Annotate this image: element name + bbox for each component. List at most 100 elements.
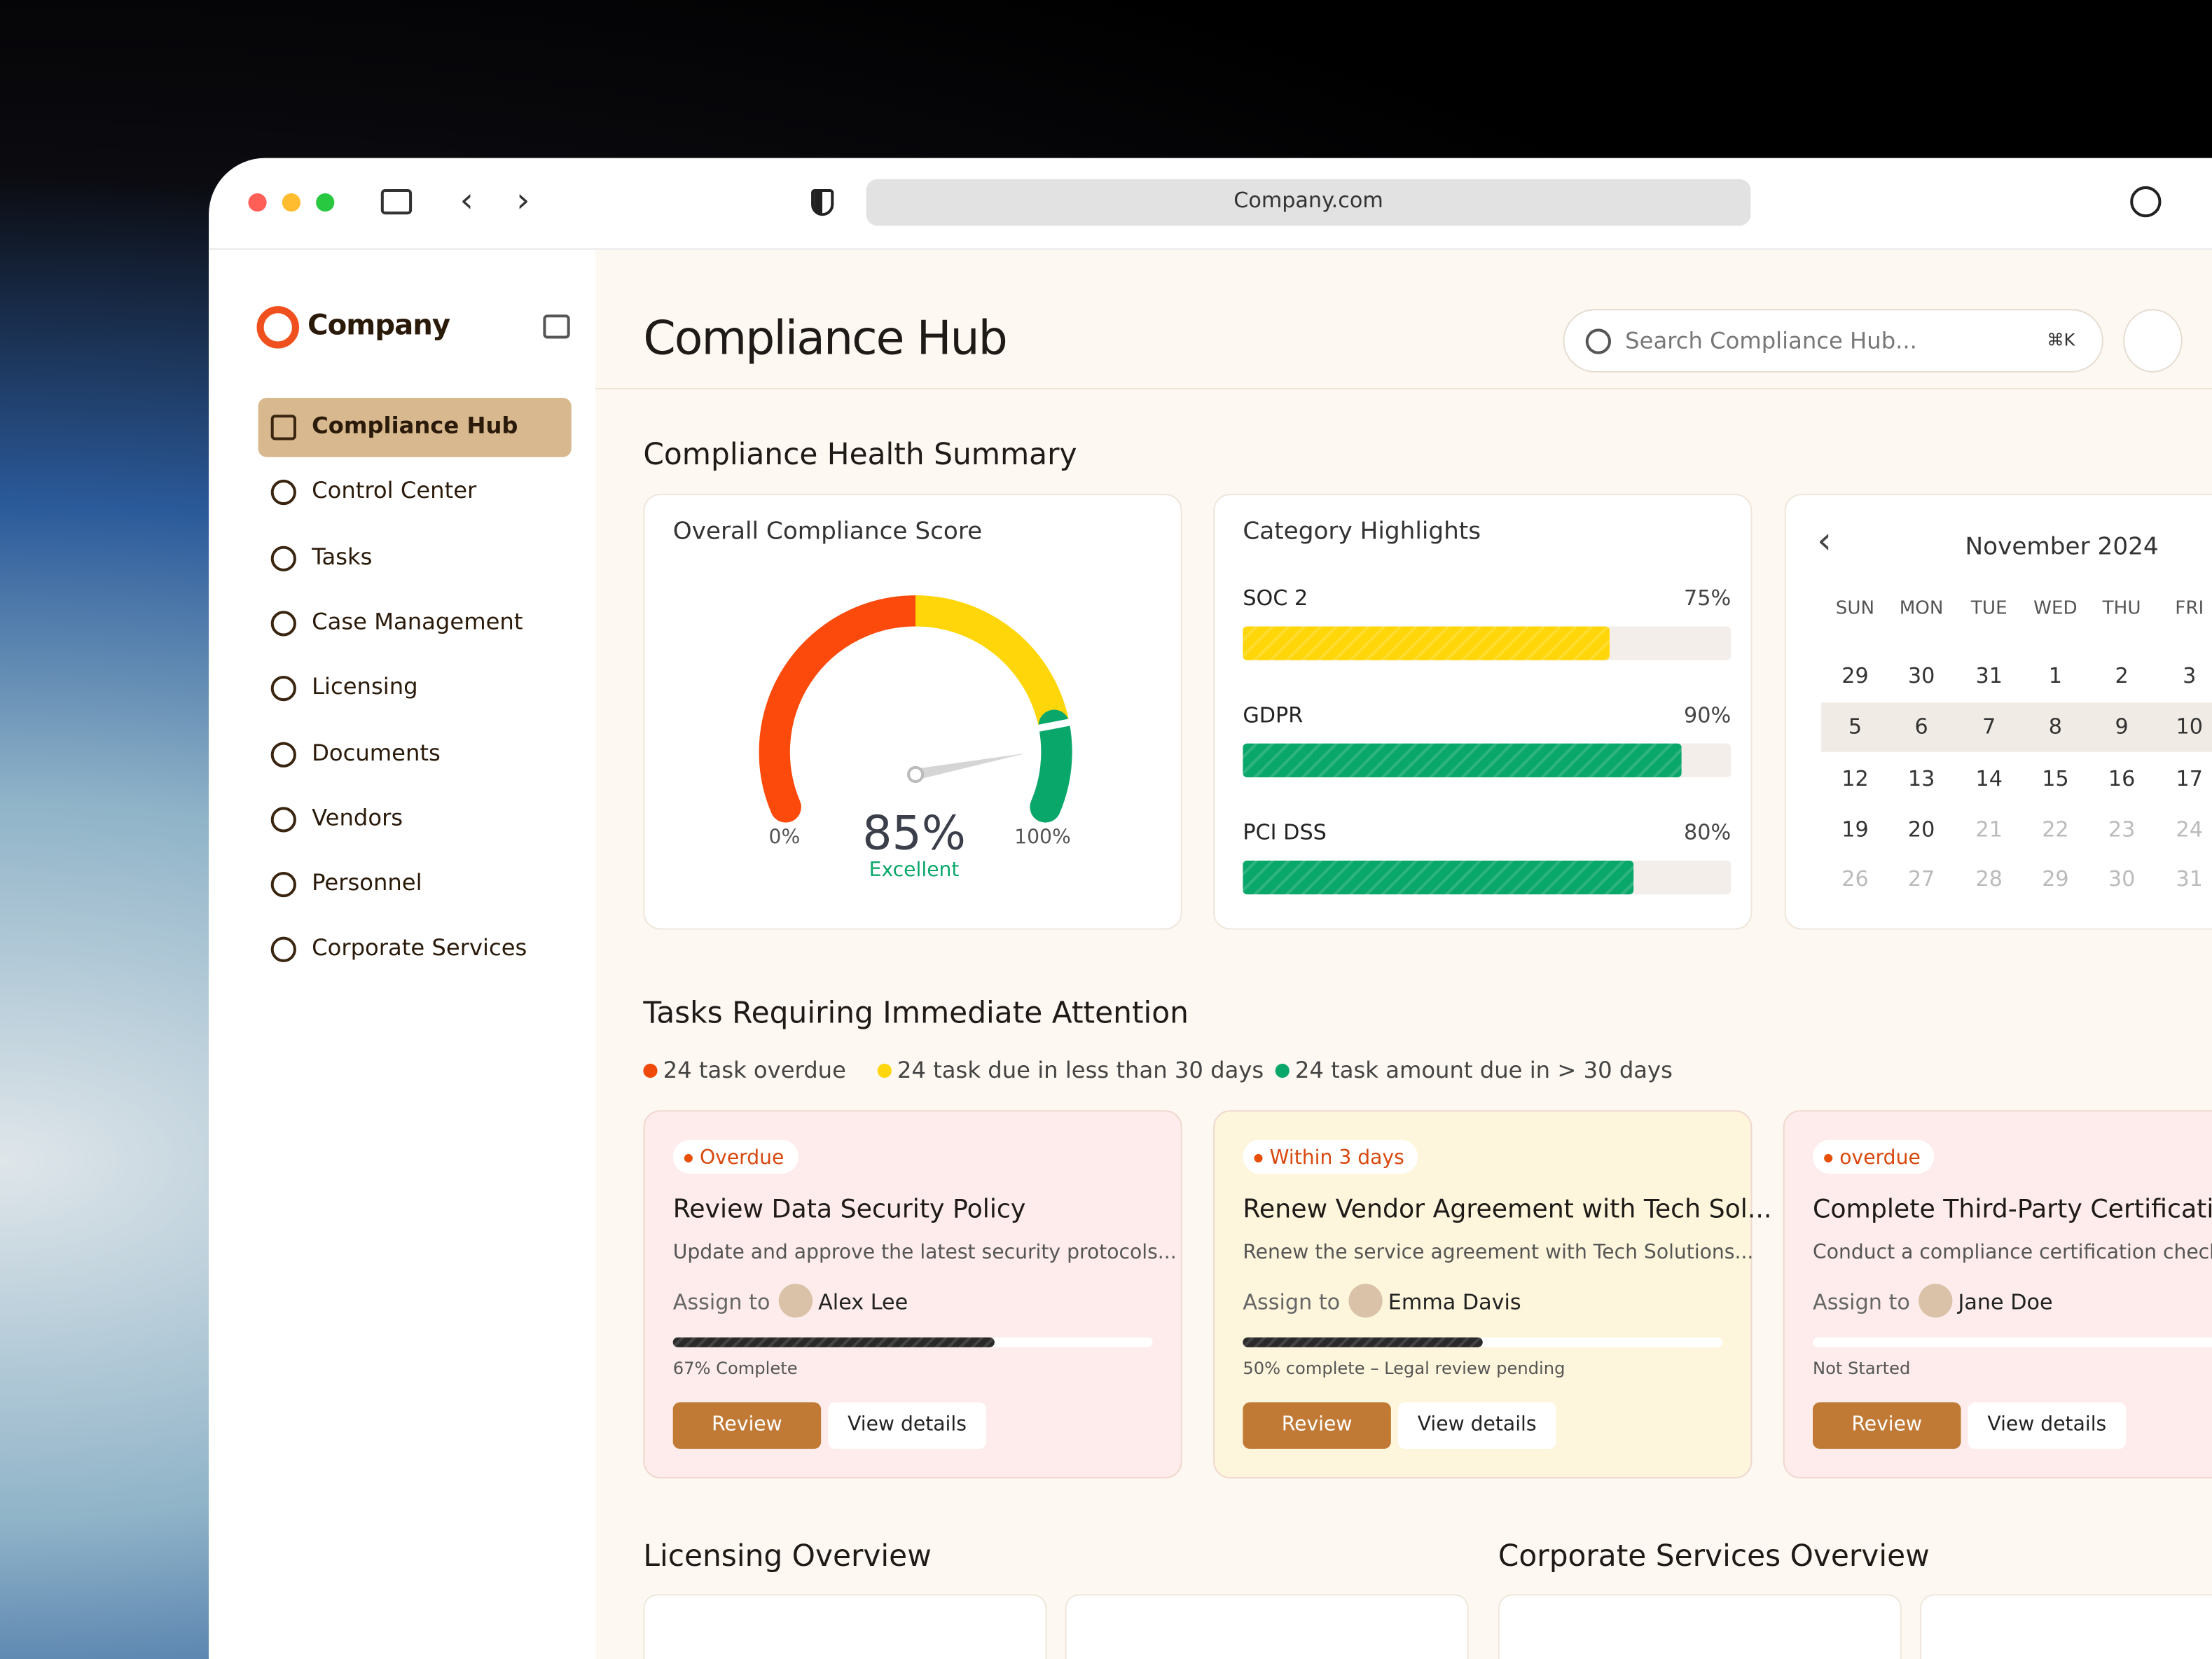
page-title: Compliance Hub xyxy=(643,310,1007,366)
nav-item[interactable]: Vendors xyxy=(258,790,572,849)
calendar-prev[interactable]: ‹ xyxy=(1817,520,1832,563)
review-button[interactable]: Review xyxy=(672,1402,822,1449)
button-label: View details xyxy=(1417,1413,1537,1436)
overview-card xyxy=(1498,1594,1902,1659)
nav-item[interactable]: Corporate Services xyxy=(258,920,572,980)
nav-icon xyxy=(270,937,296,963)
calendar-day[interactable]: 22 xyxy=(2042,817,2069,842)
calendar-day[interactable]: 30 xyxy=(2108,866,2136,892)
gauge-arc xyxy=(915,595,1070,729)
nav-item[interactable]: Licensing xyxy=(258,659,572,719)
progress-track xyxy=(1243,1337,1723,1347)
nav-icon xyxy=(270,611,296,637)
details-button[interactable]: View details xyxy=(1397,1402,1556,1449)
calendar-day[interactable]: 16 xyxy=(2108,765,2136,792)
calendar-day[interactable]: 19 xyxy=(1841,817,1869,842)
calendar-day[interactable]: 20 xyxy=(1907,817,1935,842)
calendar-day[interactable]: 24 xyxy=(2176,817,2204,842)
sidebar-toggle[interactable] xyxy=(380,188,413,215)
calendar-day[interactable]: 3 xyxy=(2183,662,2197,689)
calendar-day[interactable]: 23 xyxy=(2108,817,2136,842)
search-box[interactable]: Search Compliance Hub... ⌘K xyxy=(1563,309,2103,373)
collapse-button[interactable] xyxy=(543,314,570,339)
section-title: Compliance Health Summary xyxy=(643,437,1077,471)
button-label: View details xyxy=(1987,1413,2107,1436)
window-control[interactable] xyxy=(248,193,267,212)
task-description: Conduct a compliance certification check xyxy=(1813,1241,2212,1264)
calendar-day[interactable]: 13 xyxy=(1907,765,1935,792)
calendar-day[interactable]: 15 xyxy=(2042,765,2069,792)
category-card: Category Highlights SOC 2 75% GDPR 90% PCI DS… xyxy=(1213,494,1753,930)
progress-track xyxy=(672,1337,1153,1347)
score-rating: Excellent xyxy=(869,859,960,882)
task-title: Review Data Security Policy xyxy=(672,1195,1026,1225)
calendar-day[interactable]: 5 xyxy=(1848,714,1862,740)
nav-item[interactable]: Compliance Hub xyxy=(258,398,572,457)
calendar-day[interactable]: 17 xyxy=(2176,765,2204,792)
forward-button: › xyxy=(516,180,530,221)
section-title: Corporate Services Overview xyxy=(1498,1539,1930,1574)
category-percent: 80% xyxy=(1684,819,1731,845)
calendar-day[interactable]: 27 xyxy=(1907,866,1935,892)
header-divider xyxy=(595,387,2212,390)
calendar-day[interactable]: 21 xyxy=(1975,817,2003,842)
calendar-day[interactable]: 26 xyxy=(1841,866,1869,892)
nav-label: Personnel xyxy=(312,869,422,896)
brand-logo xyxy=(256,306,299,349)
nav-item[interactable]: Documents xyxy=(258,724,572,784)
calendar-month: November 2024 xyxy=(1965,533,2159,562)
window-control[interactable] xyxy=(282,193,300,212)
calendar-day[interactable]: 2 xyxy=(2115,662,2129,689)
nav-item[interactable]: Case Management xyxy=(258,594,572,653)
settings-button[interactable] xyxy=(2123,309,2183,373)
calendar-day[interactable]: 9 xyxy=(2115,714,2129,740)
nav-item[interactable]: Tasks xyxy=(258,529,572,588)
gauge-arc xyxy=(759,595,932,823)
calendar-day[interactable]: 31 xyxy=(1975,662,2003,689)
gauge-min-label: 0% xyxy=(768,826,801,849)
calendar-day[interactable]: 30 xyxy=(1907,662,1935,689)
progress-bar xyxy=(672,1337,995,1347)
overview-card xyxy=(1920,1594,2212,1659)
download-icon[interactable] xyxy=(2130,186,2162,218)
nav-label: Corporate Services xyxy=(312,934,527,962)
progress-track xyxy=(1243,743,1731,777)
calendar-day[interactable]: 31 xyxy=(2176,866,2204,892)
overview-card xyxy=(643,1594,1047,1659)
calendar-day[interactable]: 8 xyxy=(2048,714,2063,740)
task-description: Update and approve the latest security p… xyxy=(672,1241,1177,1264)
review-button[interactable]: Review xyxy=(1813,1402,1961,1449)
address-bar[interactable]: Company.com xyxy=(866,179,1751,226)
calendar-day[interactable]: 10 xyxy=(2176,714,2204,740)
calendar-day[interactable]: 29 xyxy=(2042,866,2069,892)
progress-track xyxy=(1243,860,1731,895)
toolbar-divider xyxy=(209,248,2212,250)
calendar-day[interactable]: 12 xyxy=(1841,765,1869,792)
review-button[interactable]: Review xyxy=(1243,1402,1391,1449)
overview-card xyxy=(1065,1594,1469,1659)
assignee-name: Jane Doe xyxy=(1958,1289,2053,1315)
nav-item[interactable]: Control Center xyxy=(258,463,572,522)
button-label: View details xyxy=(848,1413,967,1436)
gauge-marker xyxy=(1035,718,1073,733)
calendar-day[interactable]: 28 xyxy=(1975,866,2003,892)
calendar-day[interactable]: 7 xyxy=(1982,714,1996,740)
details-button[interactable]: View details xyxy=(1968,1402,2127,1449)
calendar-day[interactable]: 1 xyxy=(2048,662,2063,689)
calendar-day[interactable]: 6 xyxy=(1914,714,1928,740)
nav-icon xyxy=(270,872,296,898)
status-text: Within 3 days xyxy=(1269,1146,1404,1170)
legend-text: 24 task amount due in > 30 days xyxy=(1294,1056,1673,1084)
window-control[interactable] xyxy=(316,193,335,212)
legend-dot xyxy=(643,1063,658,1078)
category-percent: 75% xyxy=(1684,585,1731,611)
nav-item[interactable]: Personnel xyxy=(258,855,572,915)
details-button[interactable]: View details xyxy=(828,1402,986,1449)
button-label: Review xyxy=(712,1413,782,1436)
progress-bar xyxy=(1243,1337,1483,1347)
task-description: Renew the service agreement with Tech So… xyxy=(1243,1241,1754,1264)
calendar-day[interactable]: 29 xyxy=(1841,662,1869,689)
calendar-day[interactable]: 14 xyxy=(1975,765,2003,792)
sidebar: Company Compliance Hub Control Center Tasks… xyxy=(209,249,595,1659)
nav-label: Licensing xyxy=(312,673,418,700)
